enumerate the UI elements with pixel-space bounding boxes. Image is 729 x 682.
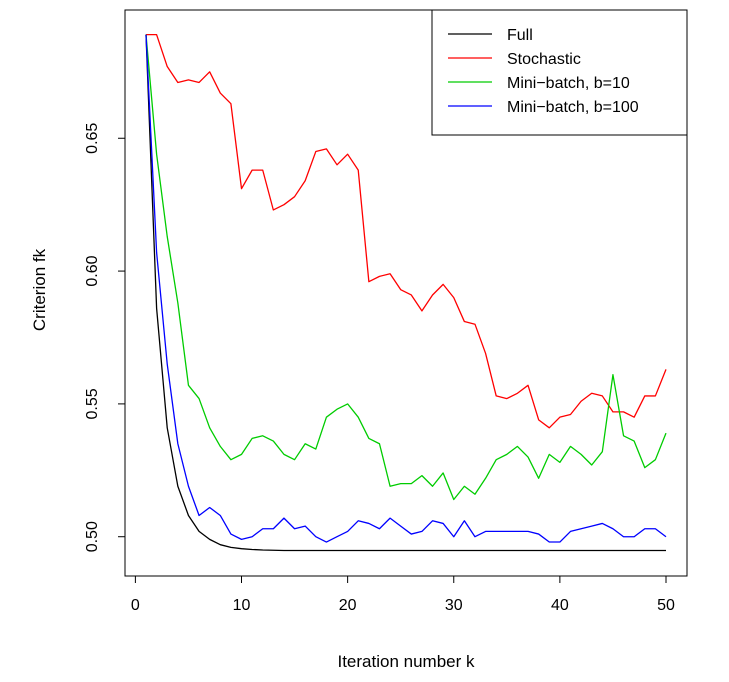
- y-tick-label: 0.55: [84, 388, 101, 419]
- legend: Full Stochastic Mini−batch, b=10 Mini−batch…: [431, 9, 688, 136]
- y-tick-label: 0.65: [84, 123, 101, 154]
- x-tick-label: 20: [339, 597, 357, 614]
- series-line-3: [145, 34, 667, 501]
- series-line-4: [145, 34, 667, 543]
- legend-label: Mini−batch, b=10: [507, 75, 630, 92]
- x-axis: 0 10 20 30 40 50: [131, 575, 675, 614]
- x-tick-label: 50: [657, 597, 675, 614]
- legend-box: [431, 9, 688, 136]
- x-tick-label: 40: [551, 597, 569, 614]
- x-axis-label: Iteration number k: [337, 652, 475, 671]
- legend-label: Stochastic: [507, 51, 581, 68]
- y-tick-label: 0.60: [84, 255, 101, 286]
- series-line-2: [146, 34, 667, 429]
- series-layer: [145, 34, 667, 552]
- y-axis-label: Criterion fk: [30, 248, 49, 331]
- legend-label: Full: [507, 27, 533, 44]
- series-line-1: [145, 34, 666, 552]
- legend-label: Mini−batch, b=100: [507, 99, 639, 116]
- x-tick-label: 0: [131, 597, 140, 614]
- x-tick-label: 30: [445, 597, 463, 614]
- x-tick-label: 10: [233, 597, 251, 614]
- y-axis: 0.50 0.55 0.60 0.65: [84, 123, 126, 552]
- y-tick-label: 0.50: [84, 521, 101, 552]
